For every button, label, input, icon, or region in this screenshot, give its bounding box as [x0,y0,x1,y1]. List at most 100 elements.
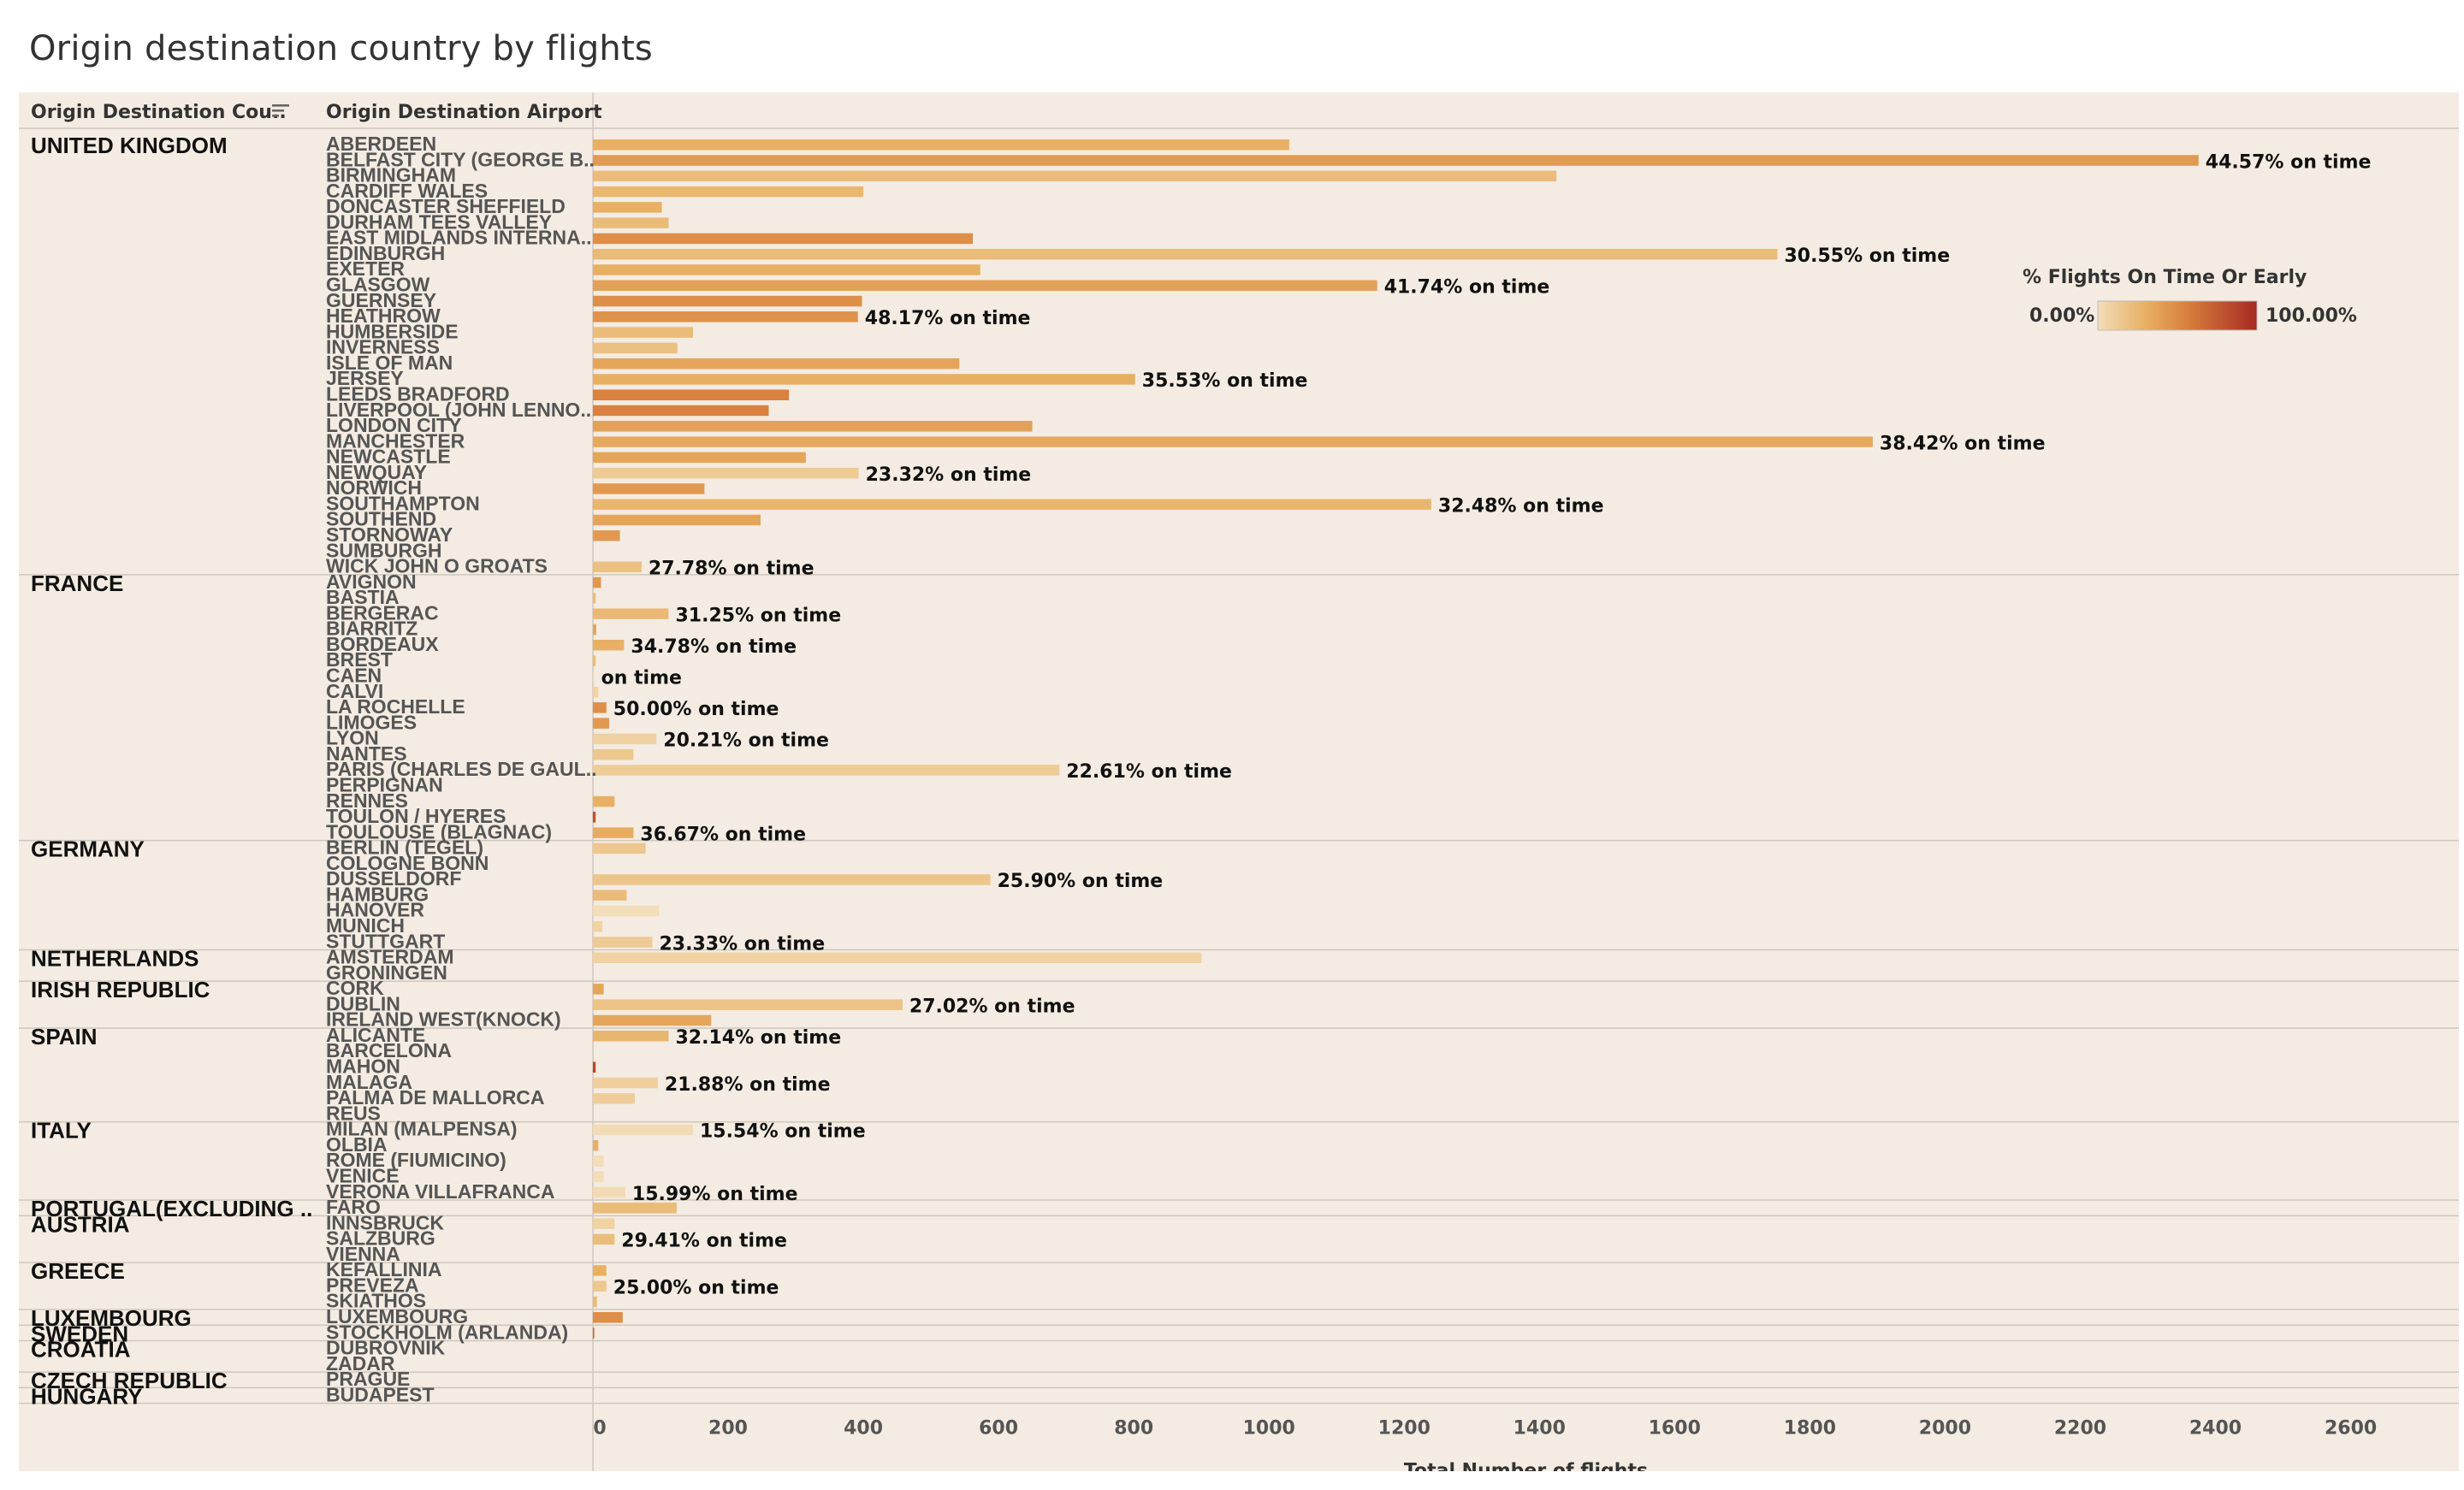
x-tick-label: 1400 [1513,1418,1566,1440]
bar[interactable] [593,1014,712,1026]
bar[interactable] [593,248,1778,260]
bar[interactable] [593,1296,597,1308]
bar[interactable] [593,890,627,901]
airport-label: OLBIA [326,1133,388,1156]
bar[interactable] [593,405,769,417]
airport-label: AMSTERDAM [326,946,454,968]
bar[interactable] [593,1124,693,1136]
bar[interactable] [593,139,1289,151]
header-airport[interactable]: Origin Destination Airport [326,102,602,123]
bar[interactable] [593,311,858,322]
bar[interactable] [593,186,864,198]
bar[interactable] [593,1077,658,1089]
chart-title: Origin destination country by flights [29,29,653,68]
bar[interactable] [593,984,604,995]
airport-label: ISLE OF MAN [326,352,453,374]
bar[interactable] [593,827,634,838]
bar[interactable] [593,483,705,494]
data-label: 23.32% on time [866,464,1032,486]
bar[interactable] [593,217,669,228]
bar[interactable] [593,342,678,354]
bar[interactable] [593,733,657,745]
bar[interactable] [593,467,859,479]
data-label: 27.02% on time [909,996,1075,1017]
header-country[interactable]: Origin Destination Cou.. [31,102,287,123]
bar[interactable] [593,576,601,588]
bar[interactable] [593,843,646,854]
bar[interactable] [593,952,1202,964]
bar[interactable] [593,671,595,683]
bar[interactable] [593,1186,625,1198]
bar[interactable] [593,358,960,370]
country-label: GERMANY [31,837,145,862]
bar[interactable] [593,1061,596,1073]
airport-label: WICK JOHN O GROATS [326,555,548,577]
bar[interactable] [593,1139,599,1151]
data-label: 22.61% on time [1066,761,1232,783]
bar[interactable] [593,905,660,917]
bar[interactable] [593,170,1557,182]
airport-label: HUMBERSIDE [326,320,459,342]
airport-label: ZADAR [326,1352,395,1375]
bar[interactable] [593,1093,635,1104]
bar[interactable] [593,295,862,307]
bar[interactable] [593,155,2199,166]
bar[interactable] [593,1312,623,1323]
bar[interactable] [593,514,761,526]
bar[interactable] [593,1280,607,1292]
bar[interactable] [593,1265,607,1276]
legend-title: % Flights On Time Or Early [2023,267,2307,288]
bar[interactable] [593,202,662,213]
bar[interactable] [593,874,991,885]
bar[interactable] [593,561,642,573]
airport-label: HAMBURG [326,883,429,905]
bar[interactable] [593,389,790,400]
sort-descending-icon[interactable] [272,104,289,117]
airport-label: REUS [326,1102,381,1124]
bar[interactable] [593,327,693,338]
bar[interactable] [593,1171,604,1182]
country-label: AUSTRIA [31,1211,130,1237]
bar[interactable] [593,374,1135,385]
bar[interactable] [593,233,974,245]
bar[interactable] [593,937,653,948]
bar[interactable] [593,1233,615,1245]
bar[interactable] [593,655,596,666]
airport-label: MALAGA [326,1071,412,1093]
airport-label: KEFALLINIA [326,1258,441,1280]
bar[interactable] [593,452,806,464]
airport-label: SUMBURGH [326,539,441,561]
bar[interactable] [593,748,634,760]
bar[interactable] [593,264,980,275]
bar[interactable] [593,624,596,636]
bar[interactable] [593,765,1060,776]
bar[interactable] [593,593,596,604]
legend-max-label: 100.00% [2266,305,2357,327]
bar[interactable] [593,1030,669,1042]
bar[interactable] [593,421,1033,432]
x-tick-label: 400 [844,1418,883,1440]
bar[interactable] [593,812,596,823]
bar[interactable] [593,1203,677,1214]
bar[interactable] [593,795,615,807]
bar[interactable] [593,1327,595,1339]
bar[interactable] [593,530,620,541]
airport-label: CAEN [326,665,382,687]
bar[interactable] [593,686,599,698]
bar[interactable] [593,921,603,932]
airport-label: PRAGUE [326,1368,410,1390]
bar[interactable] [593,1218,615,1229]
bar[interactable] [593,280,1377,292]
bar[interactable] [593,608,669,619]
country-label: SWEDEN [31,1321,128,1346]
airport-label: BORDEAUX [326,633,439,655]
bar[interactable] [593,499,1431,510]
bar[interactable] [593,639,625,651]
airport-label: AVIGNON [326,571,417,593]
bar[interactable] [593,702,607,713]
bar[interactable] [593,999,903,1010]
bar[interactable] [593,1156,604,1167]
bar[interactable] [593,436,1873,447]
bar[interactable] [593,718,609,729]
